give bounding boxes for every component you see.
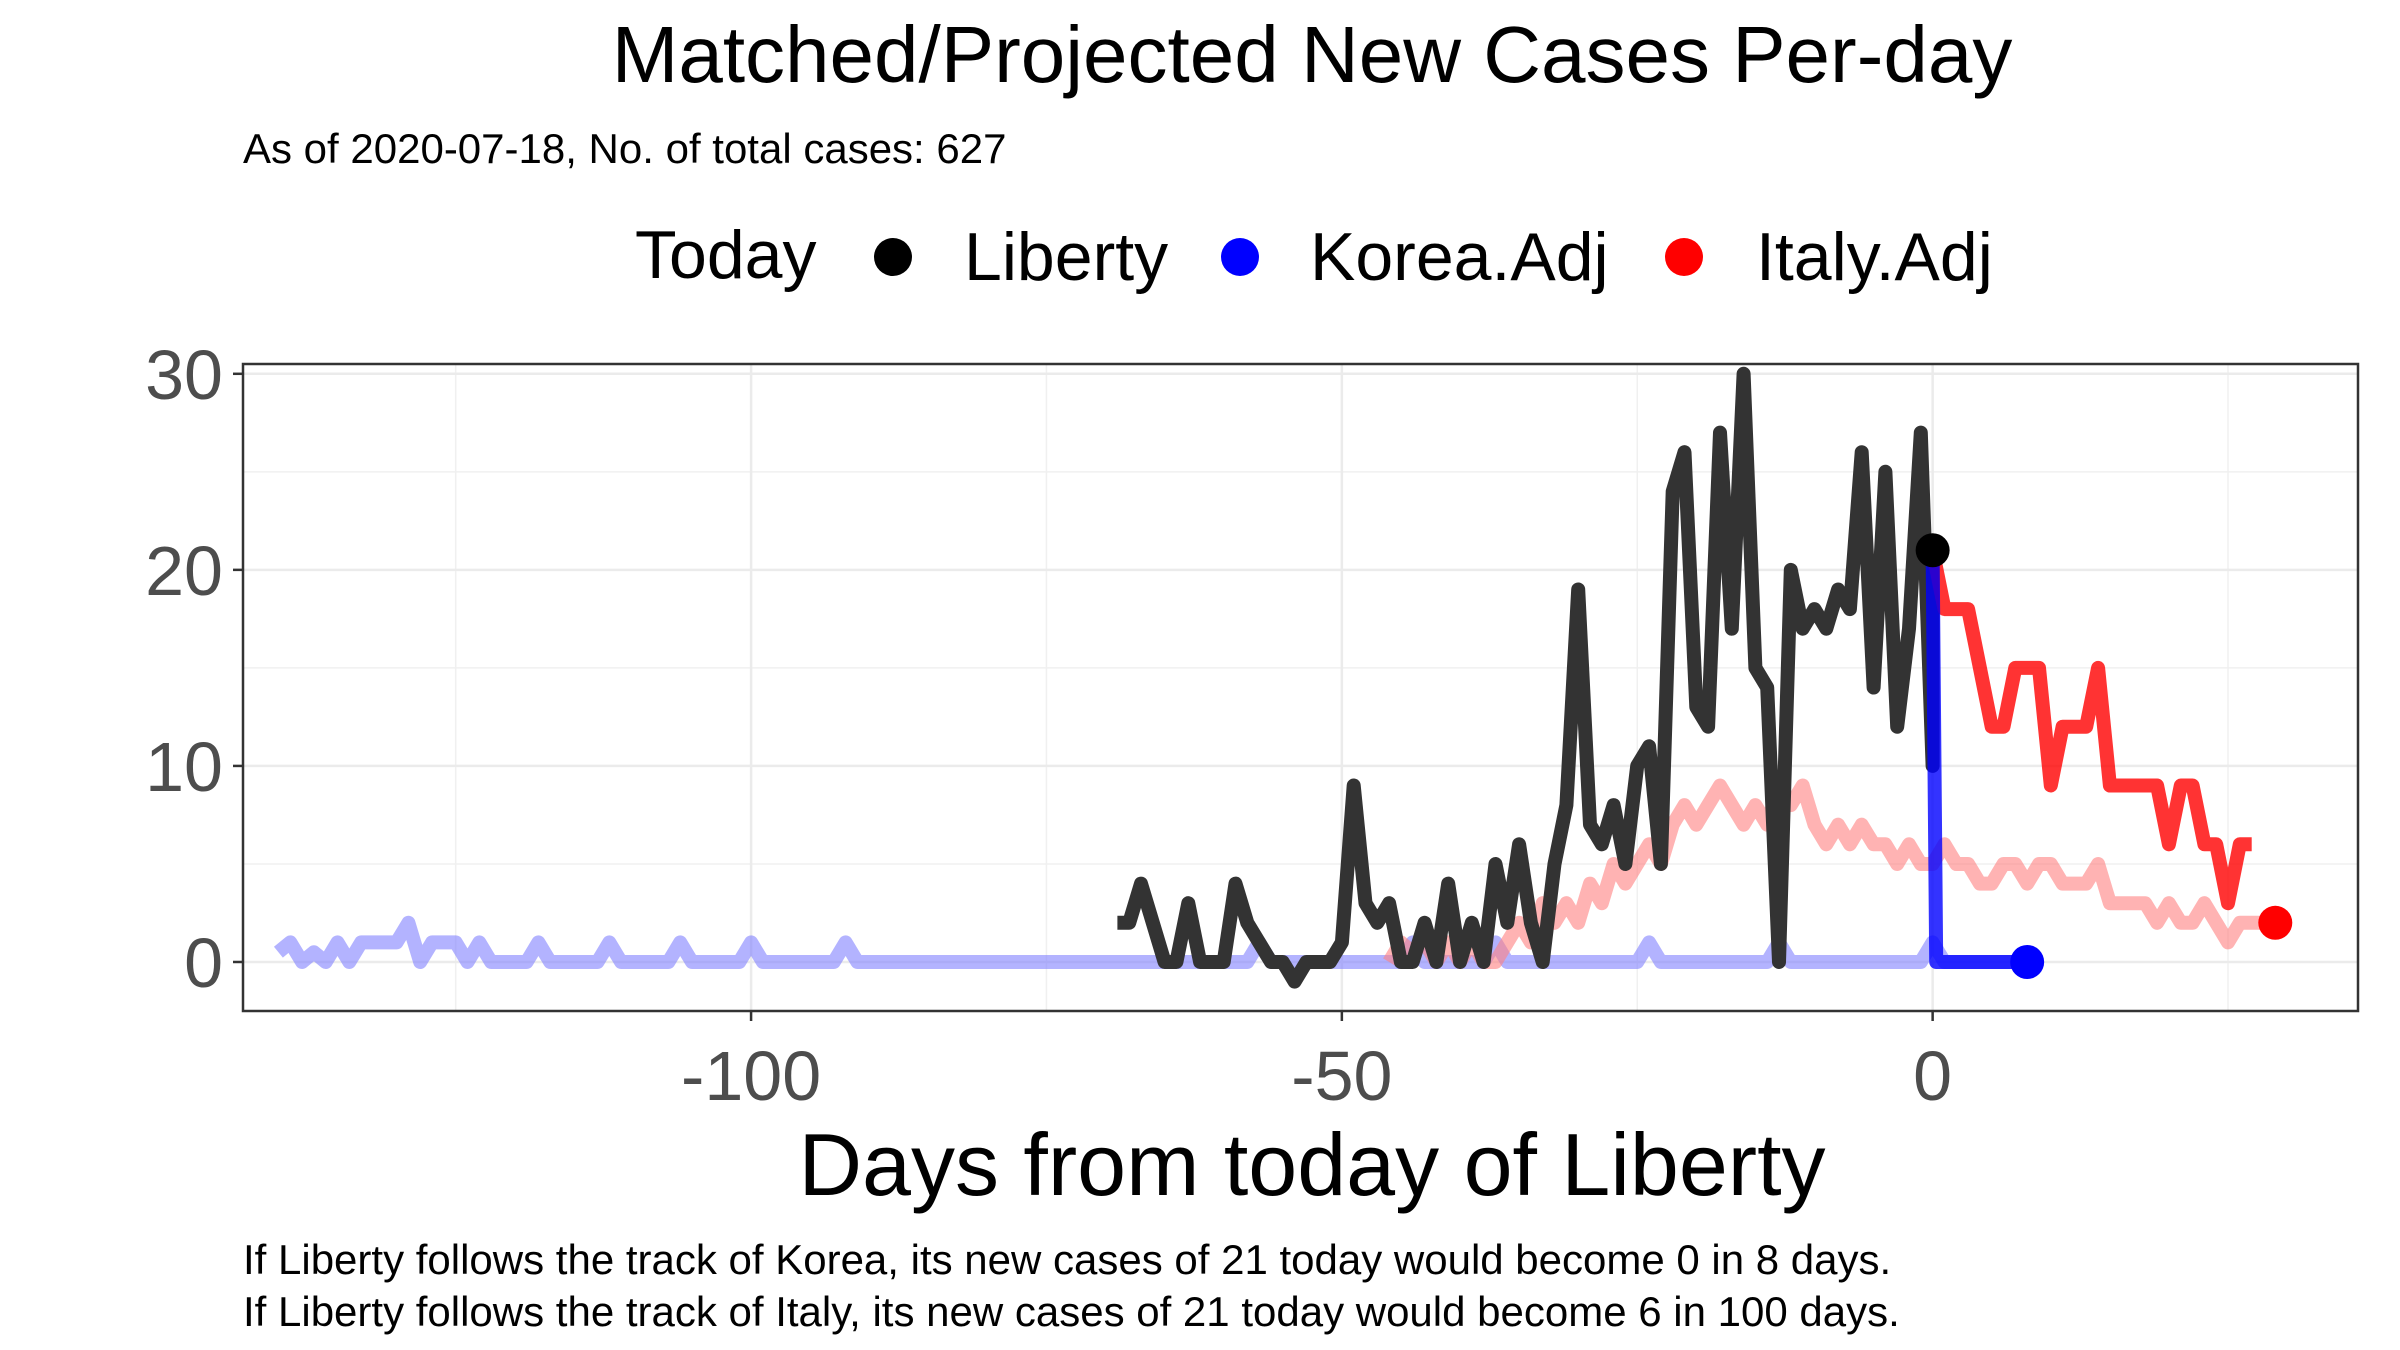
plot-area bbox=[241, 362, 2360, 1013]
legend-label-italy-adj: Italy.Adj bbox=[1756, 219, 1993, 295]
legend-label-korea-adj: Korea.Adj bbox=[1310, 219, 1609, 295]
series-line-liberty bbox=[1117, 366, 1940, 989]
series-layer bbox=[273, 366, 2264, 989]
y-axis: 0 10 20 30 bbox=[145, 336, 243, 1002]
series-line-korea-adj bbox=[1925, 550, 2028, 969]
chart-subtitle: As of 2020-07-18, No. of total cases: 62… bbox=[243, 125, 1006, 172]
legend-key-italy-adj bbox=[1665, 238, 1703, 276]
today-marker-italy-adj bbox=[2258, 905, 2293, 940]
footnote-korea: If Liberty follows the track of Korea, i… bbox=[243, 1236, 1891, 1283]
today-markers bbox=[1915, 533, 2293, 979]
legend-key-korea-adj bbox=[1221, 238, 1259, 276]
legend-label-liberty: Liberty bbox=[964, 219, 1168, 295]
y-tick-label: 30 bbox=[145, 336, 223, 414]
y-tick-label: 10 bbox=[145, 728, 223, 806]
today-marker-korea-adj bbox=[2010, 944, 2045, 979]
y-tick-label: 0 bbox=[184, 924, 223, 1002]
y-tick-label: 20 bbox=[145, 532, 223, 610]
legend-key-liberty bbox=[874, 238, 912, 276]
chart-title: Matched/Projected New Cases Per-day bbox=[612, 10, 2013, 99]
today-marker-liberty bbox=[1915, 533, 1950, 568]
x-tick-label: -50 bbox=[1291, 1037, 1392, 1115]
x-tick-label: 0 bbox=[1913, 1037, 1952, 1115]
series-line-italy-adj bbox=[1925, 548, 2252, 911]
x-axis: -100 -50 0 bbox=[681, 1011, 1952, 1115]
x-axis-label: Days from today of Liberty bbox=[798, 1115, 1825, 1214]
footnote-italy: If Liberty follows the track of Italy, i… bbox=[243, 1288, 1900, 1335]
series-line-reference-0 bbox=[273, 915, 2028, 969]
x-tick-label: -100 bbox=[681, 1037, 821, 1115]
legend-title: Today bbox=[635, 217, 816, 293]
legend: Today Liberty Korea.Adj Italy.Adj bbox=[635, 217, 1993, 295]
plot-border bbox=[241, 362, 2360, 1013]
